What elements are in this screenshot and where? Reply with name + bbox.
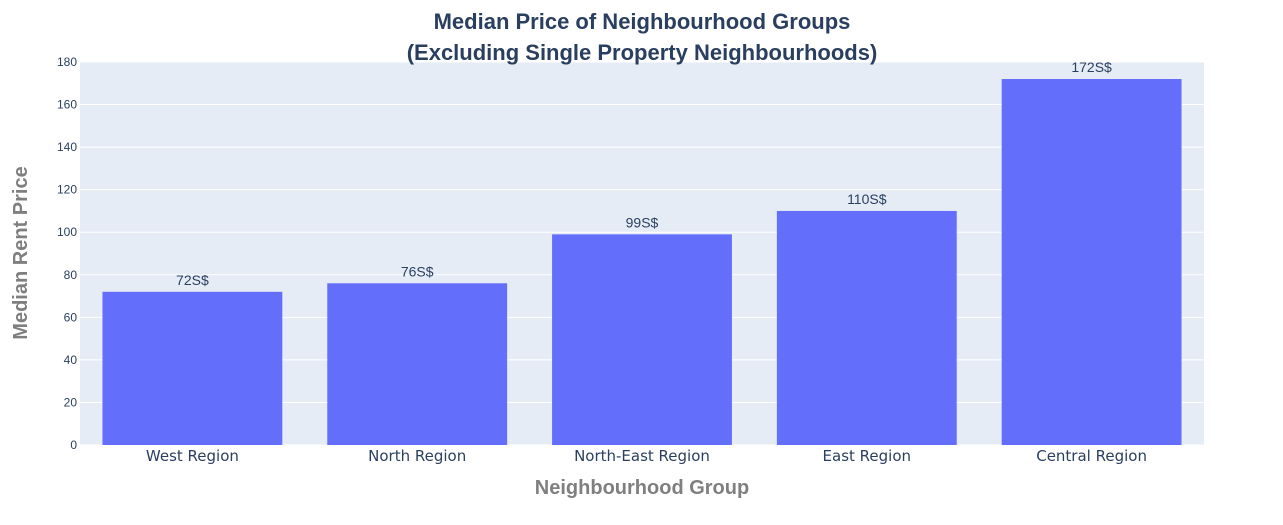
- bar: [776, 210, 957, 445]
- x-tick-labels: West Region North Region North-East Region…: [146, 447, 1147, 465]
- y-tick-label: 140: [57, 140, 77, 154]
- bar: [102, 291, 283, 445]
- y-axis-title: Median Rent Price: [10, 166, 32, 339]
- chart-title-line-1: Median Price of Neighbourhood Groups: [434, 9, 851, 34]
- y-tick-label: 40: [64, 353, 78, 367]
- x-tick-label: Central Region: [1036, 447, 1147, 465]
- bar: [1001, 79, 1182, 446]
- y-tick-label: 180: [57, 55, 77, 69]
- bar-data-label: 72S$: [176, 272, 209, 288]
- bar-data-label: 99S$: [626, 214, 659, 230]
- x-tick-label: West Region: [146, 447, 239, 465]
- x-axis-title: Neighbourhood Group: [535, 477, 749, 499]
- y-tick-label: 100: [57, 225, 77, 239]
- y-tick-label: 60: [64, 310, 78, 324]
- y-tick-label: 160: [57, 98, 77, 112]
- y-tick-label: 80: [64, 268, 78, 282]
- y-tick-labels: 0 20 40 60 80 100 120 140 160 180: [57, 55, 77, 452]
- bar-data-label: 110S$: [847, 191, 887, 207]
- chart-title-line-2: (Excluding Single Property Neighbourhood…: [407, 40, 878, 65]
- bar: [327, 283, 508, 445]
- bar: [552, 234, 732, 445]
- y-tick-label: 0: [70, 438, 77, 452]
- y-tick-label: 120: [57, 183, 77, 197]
- bar-data-label: 76S$: [401, 263, 434, 279]
- y-tick-label: 20: [64, 395, 78, 409]
- x-tick-label: East Region: [823, 447, 911, 465]
- x-tick-label: North Region: [368, 447, 466, 465]
- x-tick-label: North-East Region: [574, 447, 710, 465]
- bars: [102, 79, 1182, 446]
- bar-data-label: 172S$: [1071, 59, 1112, 75]
- bar-data-labels: 72S$ 76S$ 99S$ 110S$ 172S$: [176, 59, 1112, 288]
